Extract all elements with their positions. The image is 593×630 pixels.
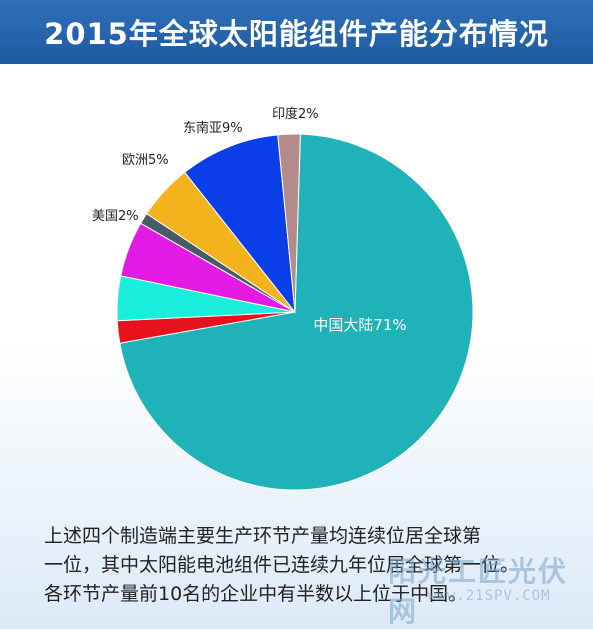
slice-label: 欧洲5% (122, 153, 169, 168)
slice-label: 中国大陆71% (313, 316, 406, 334)
pie-slice (119, 133, 474, 491)
caption-line-1: 上述四个制造端主要生产环节产量均连续位居全球第 (44, 525, 482, 547)
caption-line-2: 一位，其中太阳能电池组件已连续九年位居全球第一位。 (44, 554, 520, 576)
pie-slice (184, 134, 296, 314)
slice-label: 印度2% (272, 106, 319, 122)
pie-slice (277, 133, 301, 313)
title-banner: 2015年全球太阳能组件产能分布情况 (0, 0, 593, 64)
slice-label: 美国2% (92, 209, 139, 224)
caption: 上述四个制造端主要生产环节产量均连续位居全球第 一位，其中太阳能电池组件已连续九… (44, 522, 564, 609)
chart-title: 2015年全球太阳能组件产能分布情况 (44, 17, 549, 51)
caption-line-3: 各环节产量前10名的企业中有半数以上位于中国。 (44, 583, 468, 605)
slice-label: 东南亚9% (183, 120, 243, 136)
pie-chart: 中国大陆71% 美国2% 欧洲5% 东南亚9% 印度2% (92, 106, 474, 491)
